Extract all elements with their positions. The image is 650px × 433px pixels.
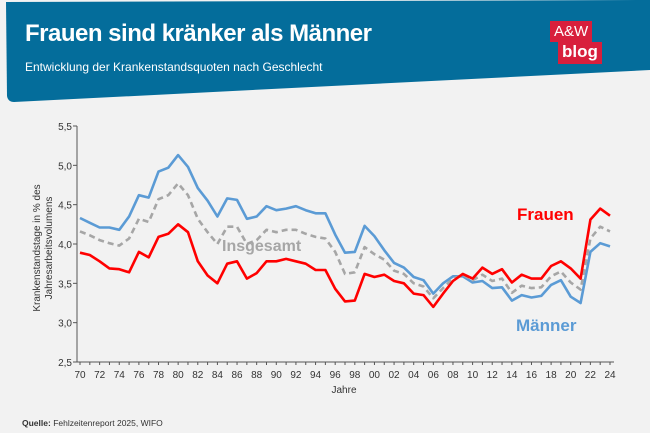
source-label: Quelle: (22, 418, 51, 428)
label-maenner: Männer (516, 316, 577, 335)
x-tick-label: 08 (447, 370, 459, 381)
x-tick-label: 88 (251, 370, 263, 381)
logo-aw: A&W (550, 21, 593, 42)
header-banner (6, 0, 650, 102)
x-tick-label: 90 (271, 370, 283, 381)
page-subtitle: Entwicklung der Krankenstandsquoten nach… (25, 60, 323, 74)
y-axis-label-line-2: Jahresarbeitsvolumens (44, 197, 55, 300)
x-tick-label: 76 (133, 370, 145, 381)
page-title: Frauen sind kränker als Männer (25, 20, 372, 47)
x-tick-label: 92 (290, 370, 302, 381)
aw-blog-logo[interactable]: A&W blog (550, 21, 610, 64)
x-tick-label: 14 (506, 370, 518, 381)
x-tick-label: 72 (94, 370, 106, 381)
x-tick-label: 98 (349, 370, 361, 381)
series-line-insgesamt (79, 182, 611, 300)
x-tick-label: 04 (408, 370, 420, 381)
y-tick-label: 4,0 (58, 240, 72, 251)
x-tick-label: 10 (467, 370, 479, 381)
x-tick-label: 06 (428, 370, 440, 381)
x-tick-label: 12 (487, 370, 499, 381)
series-line-frauen (79, 207, 611, 309)
y-tick-label: 5,0 (58, 161, 72, 172)
logo-blog: blog (558, 42, 602, 64)
x-tick-label: 00 (369, 370, 381, 381)
x-tick-label: 02 (389, 370, 401, 381)
y-tick-label: 4,5 (58, 201, 72, 212)
y-axis-label-line-1: Krankenstandstage in % des (32, 184, 43, 311)
source-text: Fehlzeitenreport 2025, WIFO (53, 418, 163, 428)
x-tick-label: 78 (153, 370, 165, 381)
label-frauen: Frauen (517, 205, 574, 224)
y-tick-label: 3,5 (58, 279, 72, 290)
x-tick-label: 80 (173, 370, 185, 381)
x-tick-label: 94 (310, 370, 322, 381)
y-axis-label: Krankenstandstage in % des Jahresarbeits… (32, 184, 55, 311)
x-tick-label: 70 (74, 370, 86, 381)
source-note: Quelle: Fehlzeitenreport 2025, WIFO (22, 418, 163, 428)
x-tick-label: 20 (565, 370, 577, 381)
x-tick-label: 22 (585, 370, 597, 381)
x-tick-label: 24 (604, 370, 616, 381)
x-tick-label: 82 (192, 370, 204, 381)
y-tick-label: 2,5 (58, 358, 72, 369)
x-tick-label: 86 (231, 370, 243, 381)
x-axis-label: Jahre (331, 385, 356, 396)
x-tick-label: 84 (212, 370, 224, 381)
x-tick-label: 96 (330, 370, 342, 381)
x-tick-label: 16 (526, 370, 538, 381)
label-insgesamt: Insgesamt (222, 238, 302, 255)
series-line-maenner (79, 153, 611, 305)
x-tick-label: 18 (546, 370, 558, 381)
y-tick-label: 3,0 (58, 319, 72, 330)
x-tick-label: 74 (114, 370, 126, 381)
y-tick-label: 5,5 (58, 122, 72, 133)
